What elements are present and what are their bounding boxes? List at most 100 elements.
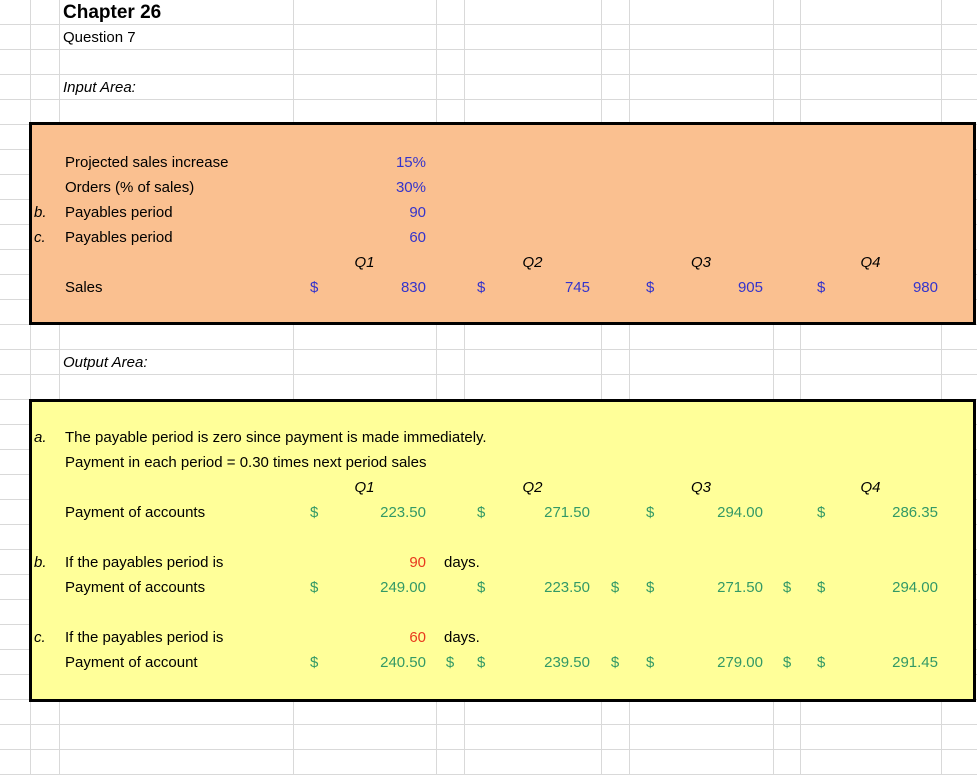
payment-c-cell-q1[interactable]: $240.50 [310,650,426,675]
currency-symbol: $ [477,654,486,671]
input-area-label[interactable]: Input Area: [63,79,136,96]
payment-c-cell-q4[interactable]: $291.45 [817,650,938,675]
part-b-condition-row: b. If the payables period is 90 days. [0,550,977,575]
page-subtitle[interactable]: Question 7 [63,29,136,46]
cell-amount: 249.00 [380,579,426,596]
input-quarter-header-row: Q1 Q2 Q3 Q4 [0,250,977,275]
payment-a-cell-q3[interactable]: $294.00 [646,500,763,525]
condition-days-suffix[interactable]: days. [444,629,480,646]
cell-amount: 239.50 [544,654,590,671]
part-a-text-line1[interactable]: The payable period is zero since payment… [65,429,487,446]
currency-symbol: $ [646,279,655,296]
quarter-header-q1[interactable]: Q1 [354,479,375,496]
input-row-label[interactable]: Orders (% of sales) [65,179,195,196]
currency-symbol: $ [646,654,655,671]
currency-symbol: $ [310,579,319,596]
output-quarter-header-row: Q1 Q2 Q3 Q4 [0,475,977,500]
quarter-header-q3[interactable]: Q3 [690,254,711,271]
input-row-value[interactable]: 90 [409,204,426,221]
cell-amount: 294.00 [892,579,938,596]
payment-b-cell-q2[interactable]: $223.50 [477,575,590,600]
condition-days-value[interactable]: 90 [409,554,426,571]
stray-dollar-sign[interactable]: $ [445,654,455,671]
payment-c-cell-q3[interactable]: $279.00 [646,650,763,675]
input-area-label-row: Input Area: [0,75,977,100]
sales-cell-q3[interactable]: $905 [646,275,763,300]
currency-symbol: $ [477,579,486,596]
item-prefix: a. [34,429,47,446]
output-area-label[interactable]: Output Area: [63,354,148,371]
input-area-box [29,122,976,325]
cell-amount: 223.50 [544,579,590,596]
currency-symbol: $ [817,504,826,521]
payment-b-cell-q1[interactable]: $249.00 [310,575,426,600]
item-prefix: c. [34,229,46,246]
currency-symbol: $ [477,279,486,296]
input-row-payables-c: c. Payables period 60 [0,225,977,250]
quarter-header-q1[interactable]: Q1 [354,254,375,271]
payment-row-label[interactable]: Payment of accounts [65,579,206,596]
sales-cell-q1[interactable]: $830 [310,275,426,300]
page-title[interactable]: Chapter 26 [63,2,162,23]
sales-cell-q2[interactable]: $745 [477,275,590,300]
payment-c-cell-q2[interactable]: $239.50 [477,650,590,675]
gridline-vertical [629,0,630,775]
part-a-text-line2[interactable]: Payment in each period = 0.30 times next… [65,454,427,471]
stray-dollar-sign[interactable]: $ [610,654,620,671]
part-a-line2-row: Payment in each period = 0.30 times next… [0,450,977,475]
part-c-condition-row: c. If the payables period is 60 days. [0,625,977,650]
payment-a-cell-q1[interactable]: $223.50 [310,500,426,525]
payment-a-cell-q4[interactable]: $286.35 [817,500,938,525]
currency-symbol: $ [310,654,319,671]
quarter-header-q4[interactable]: Q4 [860,254,881,271]
input-row-label[interactable]: Payables period [65,229,173,246]
payment-b-cell-q3[interactable]: $271.50 [646,575,763,600]
output-area-label-row: Output Area: [0,350,977,375]
quarter-header-q3[interactable]: Q3 [690,479,711,496]
input-row-value[interactable]: 15% [395,154,426,171]
gridline-vertical [800,0,801,775]
currency-symbol: $ [646,504,655,521]
quarter-header-q2[interactable]: Q2 [522,254,543,271]
cell-amount: 223.50 [380,504,426,521]
gridline-vertical [601,0,602,775]
cell-amount: 240.50 [380,654,426,671]
input-row-value[interactable]: 30% [395,179,426,196]
subtitle-row: Question 7 [0,25,977,50]
condition-days-value[interactable]: 60 [409,629,426,646]
gridline-vertical [464,0,465,775]
cell-amount: 294.00 [717,504,763,521]
input-row-label[interactable]: Projected sales increase [65,154,229,171]
currency-symbol: $ [310,504,319,521]
condition-label[interactable]: If the payables period is [65,629,224,646]
currency-symbol: $ [646,579,655,596]
input-row-label[interactable]: Payables period [65,204,173,221]
condition-label[interactable]: If the payables period is [65,554,224,571]
payment-row-label[interactable]: Payment of accounts [65,504,206,521]
cell-amount: 745 [564,279,590,296]
gridline-vertical [30,0,31,775]
sales-cell-q4[interactable]: $980 [817,275,938,300]
cell-amount: 271.50 [717,579,763,596]
currency-symbol: $ [817,654,826,671]
quarter-header-q4[interactable]: Q4 [860,479,881,496]
condition-days-suffix[interactable]: days. [444,554,480,571]
item-prefix: b. [34,554,47,571]
sales-row-label[interactable]: Sales [65,279,103,296]
cell-amount: 905 [737,279,763,296]
input-row-sales-increase: Projected sales increase 15% [0,150,977,175]
stray-dollar-sign[interactable]: $ [782,579,792,596]
payment-b-cell-q4[interactable]: $294.00 [817,575,938,600]
item-prefix: c. [34,629,46,646]
cell-amount: 830 [400,279,426,296]
input-row-value[interactable]: 60 [409,229,426,246]
cell-amount: 279.00 [717,654,763,671]
stray-dollar-sign[interactable]: $ [782,654,792,671]
payment-row-a: Payment of accounts $223.50 $271.50 $294… [0,500,977,525]
currency-symbol: $ [817,279,826,296]
payment-row-label[interactable]: Payment of account [65,654,198,671]
quarter-header-q2[interactable]: Q2 [522,479,543,496]
payment-a-cell-q2[interactable]: $271.50 [477,500,590,525]
gridline-vertical [436,0,437,775]
stray-dollar-sign[interactable]: $ [610,579,620,596]
